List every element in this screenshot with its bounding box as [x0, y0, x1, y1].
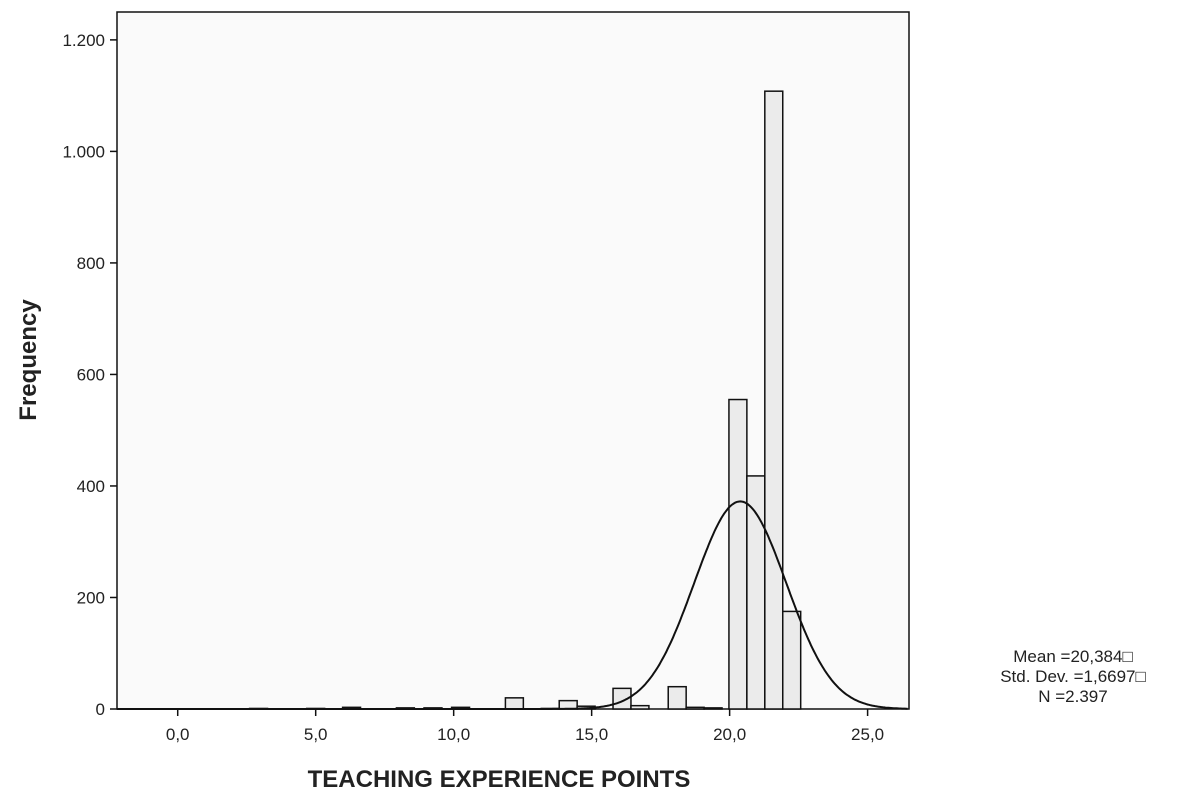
histogram-bar	[630, 704, 650, 710]
histogram-bar	[781, 610, 802, 710]
x-tick-label: 25,0	[851, 725, 884, 744]
y-tick-label: 200	[77, 588, 105, 607]
histogram-bar	[746, 475, 766, 710]
histogram-bar	[764, 90, 784, 710]
stats-mean: Mean =20,384□	[1013, 647, 1132, 666]
x-axis: 0,0 5,0 10,0 15,0 20,0 25,0	[166, 709, 884, 744]
stats-n: N =2.397	[1038, 687, 1107, 706]
y-axis: 0 200 400 600 800 1.000 1.200	[62, 31, 117, 719]
x-tick-label: 10,0	[437, 725, 470, 744]
x-axis-title: TEACHING EXPERIENCE POINTS	[308, 766, 691, 793]
histogram-bar	[685, 706, 705, 710]
histogram-bar	[504, 697, 525, 710]
y-tick-label: 1.200	[62, 31, 105, 50]
y-tick-label: 1.000	[62, 142, 105, 161]
y-tick-label: 0	[96, 700, 105, 719]
stats-std-dev: Std. Dev. =1,6697□	[1000, 667, 1146, 686]
y-tick-label: 600	[77, 365, 105, 384]
normal-curve	[117, 500, 908, 710]
plot-area	[116, 11, 910, 710]
x-tick-label: 5,0	[304, 725, 328, 744]
x-tick-label: 15,0	[575, 725, 608, 744]
stats-legend: Mean =20,384□ Std. Dev. =1,6697□ N =2.39…	[1000, 647, 1146, 706]
histogram-bar	[703, 707, 723, 710]
y-tick-label: 800	[77, 254, 105, 273]
x-tick-label: 0,0	[166, 725, 190, 744]
y-tick-label: 400	[77, 477, 105, 496]
x-tick-label: 20,0	[713, 725, 746, 744]
histogram-bar	[728, 398, 748, 710]
histogram-bar	[667, 685, 687, 710]
y-axis-title: Frequency	[15, 299, 42, 421]
